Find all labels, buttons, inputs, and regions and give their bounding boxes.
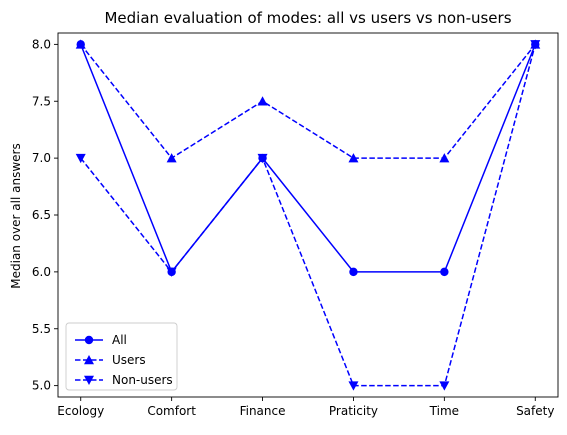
- legend-marker-all: [84, 335, 94, 345]
- chart-title: Median evaluation of modes: all vs users…: [104, 9, 511, 27]
- legend-label-all: All: [112, 333, 127, 347]
- y-tick-label: 8.0: [32, 37, 51, 51]
- data-point-non-users: [348, 381, 359, 391]
- x-tick-label: Comfort: [147, 404, 196, 418]
- legend-label-users: Users: [112, 353, 146, 367]
- data-point-users: [166, 153, 177, 163]
- data-point-non-users: [75, 153, 86, 164]
- data-point-all: [440, 267, 449, 277]
- y-axis: 5.0 5.5 6.0 6.5 7.0 7.5 8.0: [32, 37, 58, 393]
- series-users: [75, 39, 541, 163]
- y-tick-label: 7.0: [32, 151, 51, 165]
- legend-label-non-users: Non-users: [112, 373, 173, 387]
- data-point-non-users: [166, 267, 177, 277]
- x-axis: Ecology Comfort Finance Praticity Time Safety: [57, 397, 554, 418]
- data-point-users: [257, 96, 268, 106]
- series-layer: [75, 39, 541, 391]
- series-line-all: [80, 44, 536, 274]
- y-tick-label: 7.5: [32, 94, 51, 108]
- y-tick-label: 5.0: [32, 379, 51, 393]
- x-tick-label: Time: [429, 404, 459, 418]
- x-tick-label: Finance: [240, 404, 286, 418]
- data-point-all: [349, 267, 358, 277]
- series-line-non-users: [80, 44, 537, 387]
- legend: All Users Non-users: [65, 322, 178, 391]
- legend-marker-non-users: [84, 375, 94, 385]
- y-axis-label: Median over all answers: [9, 143, 23, 288]
- data-point-users: [75, 39, 86, 49]
- data-point-users: [439, 153, 450, 163]
- data-point-users: [348, 153, 359, 163]
- data-point-non-users: [257, 153, 268, 164]
- data-point-non-users: [530, 40, 541, 50]
- y-tick-label: 6.0: [32, 265, 51, 279]
- y-tick-label: 5.5: [32, 322, 51, 336]
- series-non-users: [75, 40, 541, 391]
- series-line-users: [80, 43, 536, 160]
- data-point-non-users: [439, 381, 450, 391]
- x-tick-label: Safety: [516, 404, 554, 418]
- x-tick-label: Ecology: [57, 404, 104, 418]
- x-tick-label: Praticity: [329, 404, 378, 418]
- y-tick-label: 6.5: [32, 208, 51, 222]
- legend-marker-users: [84, 355, 94, 365]
